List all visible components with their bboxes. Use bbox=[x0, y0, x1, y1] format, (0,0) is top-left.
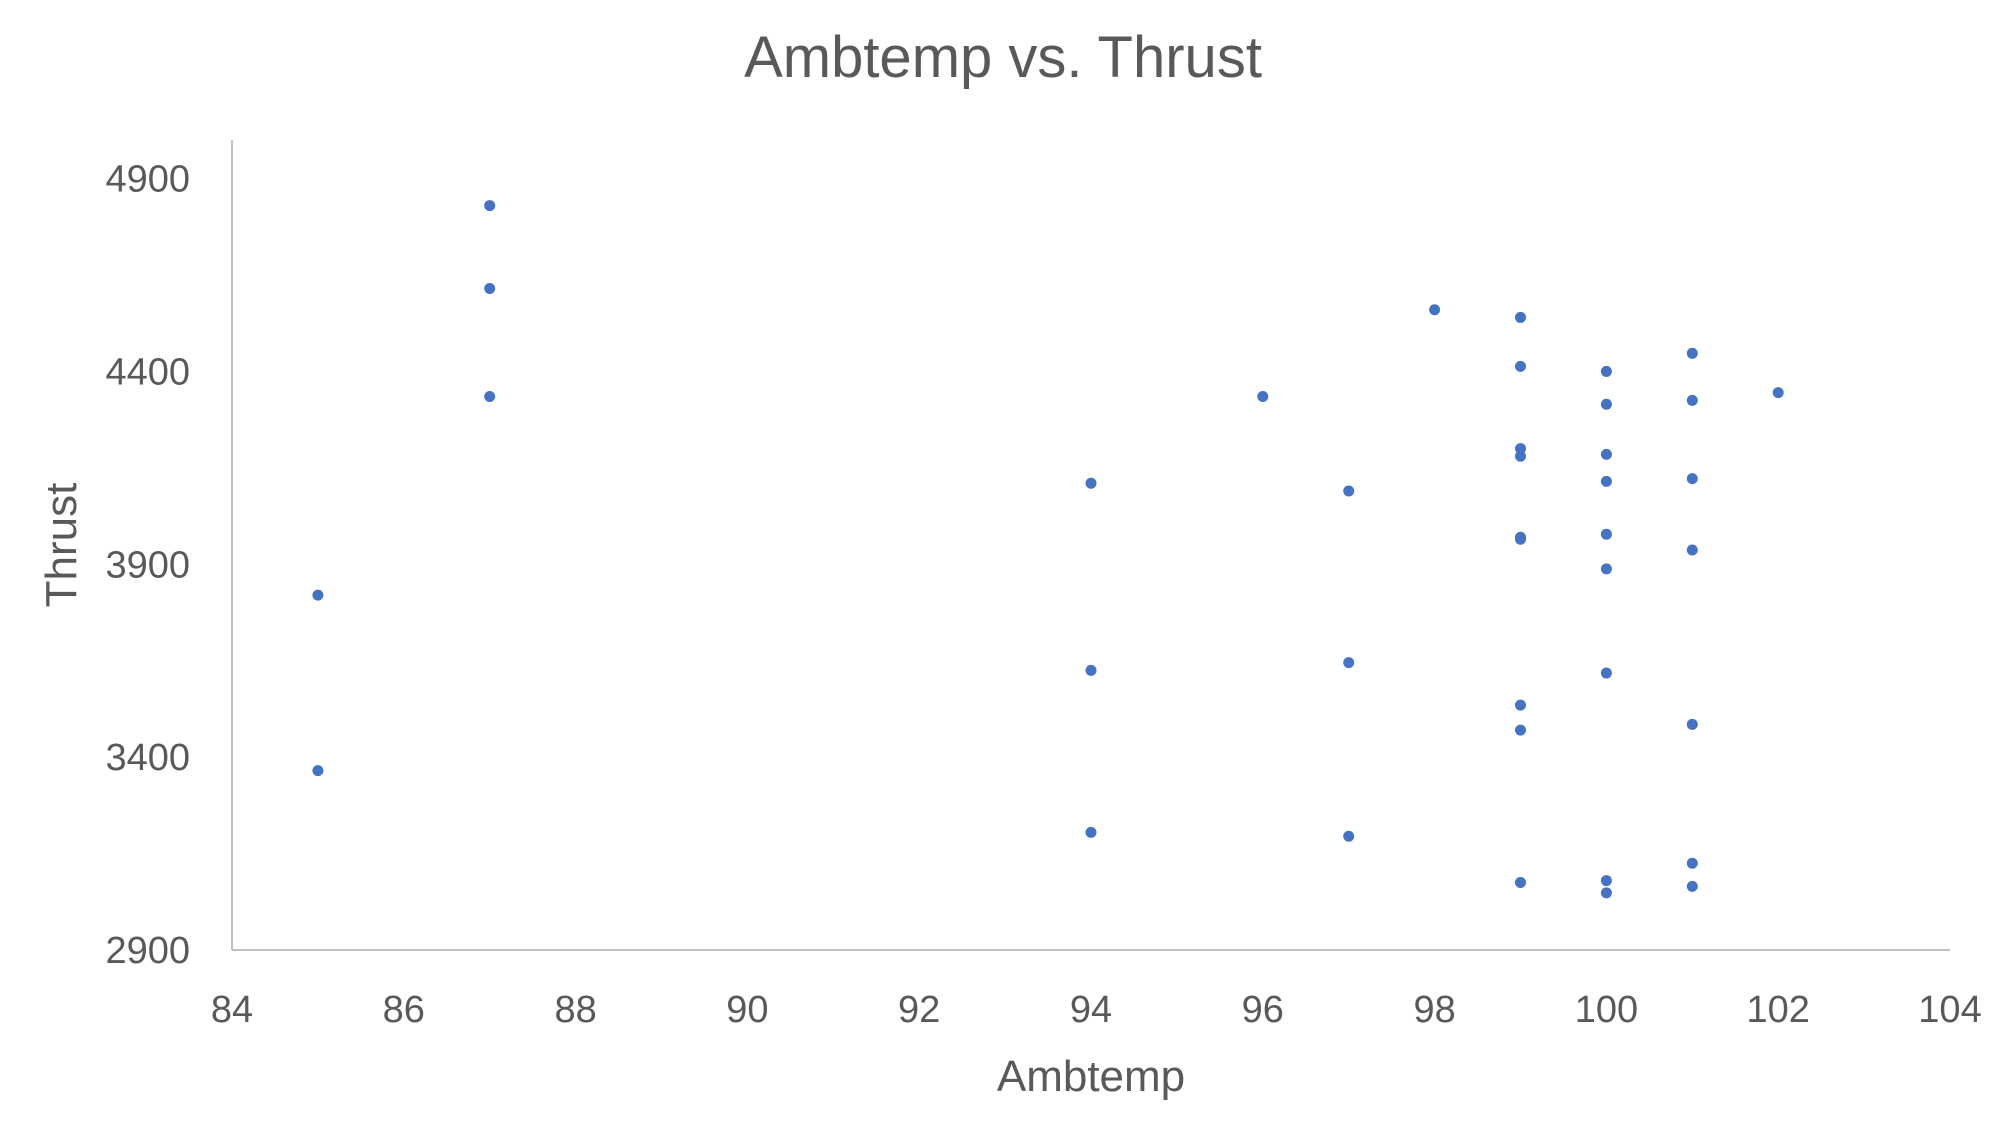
data-point bbox=[1686, 880, 1698, 892]
data-point bbox=[1686, 394, 1698, 406]
data-point bbox=[1085, 664, 1097, 676]
y-tick-label: 2900 bbox=[105, 930, 190, 972]
data-point bbox=[1515, 450, 1526, 462]
data-point bbox=[1686, 718, 1698, 730]
data-point bbox=[1257, 391, 1269, 402]
x-tick-label: 100 bbox=[1575, 989, 1638, 1031]
data-point bbox=[1600, 887, 1612, 899]
data-point bbox=[1686, 544, 1698, 556]
x-tick-label: 84 bbox=[211, 989, 253, 1031]
x-tick-label: 104 bbox=[1918, 989, 1981, 1031]
x-tick-labels: 84 86 88 90 92 94 96 98 100 102 104 bbox=[211, 989, 1982, 1031]
data-point bbox=[1600, 475, 1612, 487]
data-point bbox=[1515, 360, 1526, 372]
y-tick-labels: 2900 3400 3900 4400 4900 bbox=[105, 159, 190, 972]
data-point bbox=[1600, 667, 1612, 679]
data-point bbox=[1686, 857, 1698, 869]
data-point bbox=[1515, 724, 1526, 736]
data-point bbox=[484, 283, 496, 294]
data-point bbox=[312, 589, 324, 601]
x-tick-label: 90 bbox=[726, 989, 768, 1031]
data-point bbox=[484, 391, 496, 402]
data-point bbox=[1600, 528, 1612, 540]
data-point bbox=[1772, 387, 1784, 399]
y-tick-label: 3900 bbox=[105, 544, 190, 586]
data-point bbox=[1343, 830, 1355, 842]
data-point bbox=[1600, 365, 1612, 377]
x-tick-label: 88 bbox=[554, 989, 596, 1031]
data-point bbox=[1600, 398, 1612, 410]
data-point bbox=[1429, 304, 1441, 316]
x-tick-label: 94 bbox=[1070, 989, 1112, 1031]
data-point bbox=[312, 765, 324, 777]
data-point bbox=[1600, 875, 1612, 887]
data-point bbox=[1343, 485, 1355, 497]
x-tick-label: 102 bbox=[1746, 989, 1809, 1031]
y-tick-label: 3400 bbox=[105, 737, 190, 779]
data-point bbox=[1515, 877, 1526, 888]
y-tick-label: 4900 bbox=[105, 159, 190, 201]
x-tick-label: 86 bbox=[383, 989, 425, 1031]
data-point bbox=[1085, 826, 1097, 838]
x-tick-label: 96 bbox=[1242, 989, 1284, 1031]
data-points bbox=[312, 200, 1784, 899]
data-point bbox=[1085, 477, 1097, 489]
data-point bbox=[1686, 347, 1698, 359]
data-point bbox=[484, 200, 496, 212]
data-point bbox=[1515, 699, 1526, 711]
data-point bbox=[1343, 657, 1355, 669]
x-tick-label: 92 bbox=[898, 989, 940, 1031]
data-point bbox=[1686, 473, 1698, 485]
data-point bbox=[1515, 443, 1526, 455]
data-point bbox=[1515, 311, 1526, 323]
data-point bbox=[1600, 563, 1612, 575]
data-point bbox=[1600, 448, 1612, 460]
y-axis-title: Thrust bbox=[37, 483, 86, 608]
data-point bbox=[1515, 533, 1526, 545]
chart-title: Ambtemp vs. Thrust bbox=[744, 25, 1262, 90]
y-tick-label: 4400 bbox=[105, 351, 190, 393]
x-axis-title: Ambtemp bbox=[997, 1052, 1185, 1101]
x-tick-label: 98 bbox=[1413, 989, 1455, 1031]
